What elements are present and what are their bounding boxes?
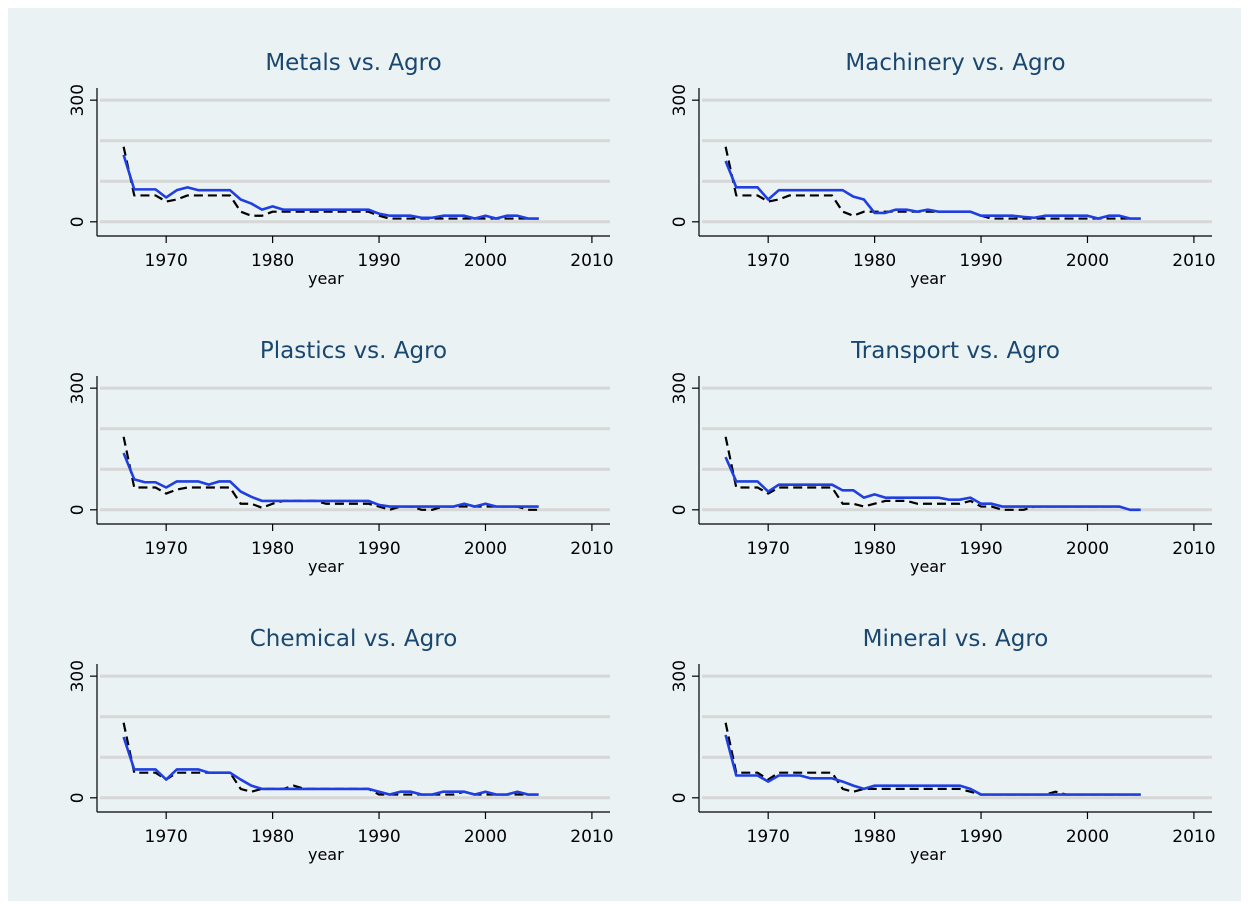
- series-line: [122, 146, 539, 220]
- x-tick-label: 1990: [959, 251, 1002, 271]
- x-tick-label: 1980: [853, 827, 896, 847]
- y-tick-label: 300: [68, 84, 88, 116]
- series-line: [724, 436, 1141, 511]
- x-tick-label: 2010: [570, 251, 613, 271]
- x-axis-label: year: [910, 557, 946, 576]
- x-tick-label: 1970: [145, 827, 188, 847]
- series-line: [122, 736, 539, 796]
- x-tick-label: 2000: [464, 539, 507, 559]
- x-tick-label: 2000: [1066, 251, 1109, 271]
- x-tick-label: 1980: [853, 539, 896, 559]
- panel-title: Machinery vs. Agro: [845, 50, 1065, 76]
- x-tick-label: 2000: [1066, 539, 1109, 559]
- x-tick-label: 1990: [357, 827, 400, 847]
- panel-title: Transport vs. Agro: [850, 338, 1060, 364]
- x-tick-label: 2010: [1172, 827, 1215, 847]
- x-tick-label: 2000: [464, 251, 507, 271]
- x-axis-label: year: [308, 269, 344, 288]
- x-tick-label: 1990: [959, 539, 1002, 559]
- x-tick-label: 1970: [747, 539, 790, 559]
- x-tick-label: 1970: [145, 251, 188, 271]
- y-tick-label: 300: [68, 372, 88, 404]
- x-tick-label: 1990: [959, 827, 1002, 847]
- y-tick-label: 300: [670, 84, 690, 116]
- series-line: [122, 722, 539, 796]
- x-tick-label: 1980: [251, 539, 294, 559]
- x-tick-label: 1970: [145, 539, 188, 559]
- y-tick-label: 0: [670, 504, 690, 515]
- y-tick-label: 300: [670, 372, 690, 404]
- series-line: [122, 436, 539, 511]
- y-tick-label: 0: [68, 792, 88, 803]
- series-line: [724, 734, 1141, 796]
- x-axis-label: year: [910, 269, 946, 288]
- x-tick-label: 1980: [251, 827, 294, 847]
- series-line: [724, 456, 1141, 512]
- y-tick-label: 300: [68, 660, 88, 692]
- x-axis-label: year: [910, 845, 946, 864]
- x-tick-label: 1970: [747, 251, 790, 271]
- series-line: [122, 154, 539, 220]
- series-line: [122, 452, 539, 508]
- panel-title: Metals vs. Agro: [265, 50, 441, 76]
- panel-title: Chemical vs. Agro: [250, 626, 458, 652]
- x-tick-label: 2000: [464, 827, 507, 847]
- panel-title: Plastics vs. Agro: [260, 338, 447, 364]
- x-tick-label: 1970: [747, 827, 790, 847]
- x-axis-label: year: [308, 557, 344, 576]
- x-tick-label: 2010: [1172, 539, 1215, 559]
- x-tick-label: 2010: [570, 827, 613, 847]
- series-line: [724, 160, 1141, 220]
- x-tick-label: 2010: [1172, 251, 1215, 271]
- panel-title: Mineral vs. Agro: [863, 626, 1049, 652]
- x-tick-label: 1990: [357, 251, 400, 271]
- x-axis-label: year: [308, 845, 344, 864]
- x-tick-label: 2010: [570, 539, 613, 559]
- x-tick-label: 1980: [853, 251, 896, 271]
- x-tick-label: 1990: [357, 539, 400, 559]
- x-tick-label: 2000: [1066, 827, 1109, 847]
- background: [8, 8, 1241, 901]
- y-tick-label: 0: [670, 792, 690, 803]
- series-line: [724, 722, 1141, 796]
- y-tick-label: 300: [670, 660, 690, 692]
- y-tick-label: 0: [670, 216, 690, 227]
- x-tick-label: 1980: [251, 251, 294, 271]
- y-tick-label: 0: [68, 504, 88, 515]
- y-tick-label: 0: [68, 216, 88, 227]
